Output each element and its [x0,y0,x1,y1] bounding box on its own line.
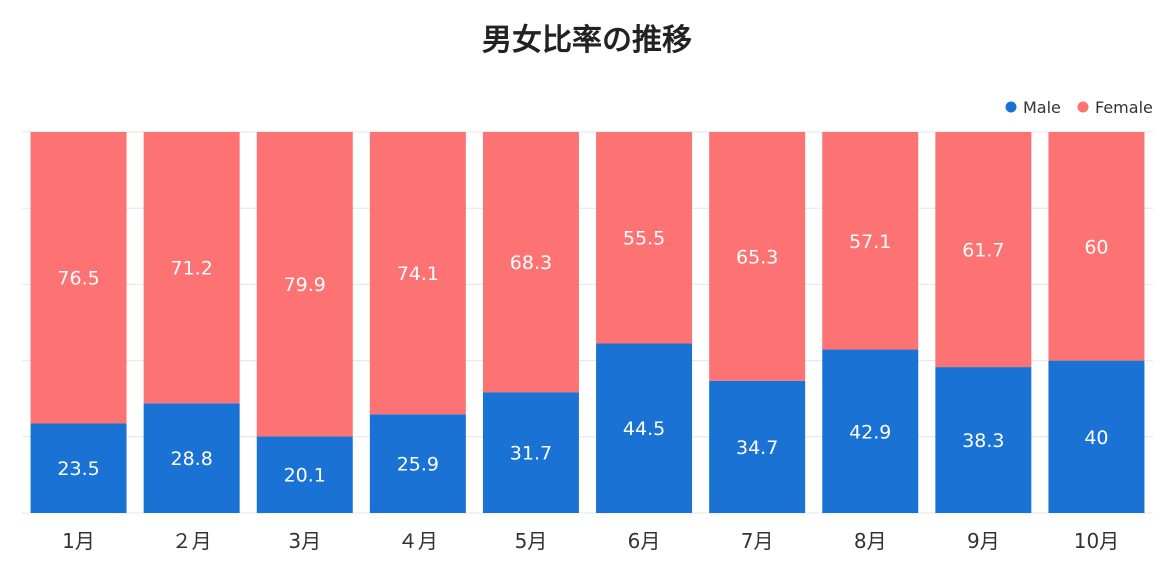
data-label: 74.1 [397,263,439,285]
data-label: 76.5 [57,268,99,290]
bar-male [822,349,919,513]
bar-male [30,423,127,513]
bars [30,132,1145,513]
value-labels: 23.5 76.5 28.8 71.2 20.1 79.9 25.9 74.1 31.7 68.3… [57,228,1108,487]
x-tick-label: 6月 [628,529,661,553]
data-label: 71.2 [170,258,212,280]
bar-male [256,436,353,513]
bar-female [369,132,466,415]
bar-female [256,132,353,437]
data-label: 20.1 [284,465,326,487]
bar-female [30,132,127,424]
bar-male [482,392,579,513]
data-label: 55.5 [623,228,665,250]
bar-female [596,132,693,344]
bar-female [709,132,806,381]
bar-male [369,414,466,513]
bar-male [935,367,1032,513]
legend-marker [1005,101,1017,113]
bar-female [143,132,240,404]
data-label: 40 [1084,427,1108,449]
x-tick-label: 5月 [515,529,548,553]
x-tick-label: 3月 [288,529,321,553]
data-label: 31.7 [510,443,552,465]
bar-male [596,343,693,513]
data-label: 79.9 [284,274,326,296]
legend: Male Female [1005,98,1153,117]
bar-female [822,132,919,350]
x-tick-label: 8月 [854,529,887,553]
data-label: 34.7 [736,437,778,459]
data-label: 68.3 [510,252,552,274]
data-label: 38.3 [962,430,1004,452]
legend-item: Female [1077,98,1153,117]
x-tick-label: 9月 [967,529,1000,553]
x-tick-label: ２月 [172,529,212,553]
data-label: 44.5 [623,418,665,440]
bar-female [1048,132,1145,361]
data-label: 57.1 [849,231,891,253]
x-axis: 1月 ２月 3月 ４月 5月 6月 7月 8月 9月 10月 [62,529,1119,553]
bar-female [482,132,579,393]
bar-female [935,132,1032,368]
x-tick-label: 1月 [62,529,95,553]
legend-label: Female [1095,98,1153,117]
legend-marker [1077,101,1089,113]
data-label: 61.7 [962,240,1004,262]
x-tick-label: 7月 [741,529,774,553]
data-label: 25.9 [397,454,439,476]
legend-item: Male [1005,98,1061,117]
data-label: 60 [1084,236,1108,258]
data-label: 28.8 [170,448,212,470]
bar-male [709,380,806,513]
legend-label: Male [1023,98,1061,117]
bar-male [143,403,240,513]
data-label: 42.9 [849,421,891,443]
bar-male [1048,360,1145,513]
x-tick-label: ４月 [398,529,438,553]
data-label: 23.5 [57,458,99,480]
x-tick-label: 10月 [1074,529,1119,553]
chart-title: 男女比率の推移 [482,23,692,58]
data-label: 65.3 [736,246,778,268]
